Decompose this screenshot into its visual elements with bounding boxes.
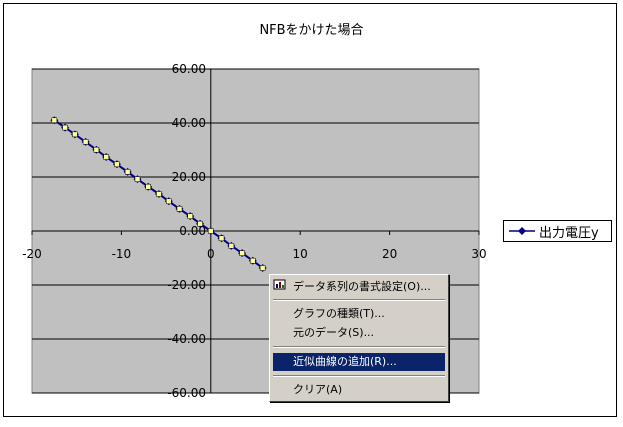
- chart-title[interactable]: NFBをかけた場合: [259, 23, 364, 38]
- x-tick-label: -10: [112, 247, 132, 261]
- selection-handle: [114, 161, 120, 168]
- menu-item-clear[interactable]: クリア(A): [293, 383, 343, 396]
- menu-separator: [273, 299, 445, 301]
- y-tick-label: 40.00: [172, 116, 206, 130]
- selection-handle: [134, 176, 141, 182]
- x-tick-label: 30: [471, 247, 486, 261]
- x-tick-label: -20: [22, 247, 42, 261]
- selection-handle: [166, 198, 172, 205]
- x-tick-label: 20: [382, 247, 397, 261]
- y-tick-label: -60.00: [167, 386, 206, 400]
- y-tick-label: -40.00: [167, 332, 206, 346]
- y-tick-label: 60.00: [172, 62, 206, 76]
- selection-handle: [51, 117, 58, 124]
- selection-handle: [145, 183, 151, 190]
- format-series-icon: [273, 279, 286, 290]
- y-tick-label: 20.00: [172, 170, 206, 184]
- x-tick-label: 0: [207, 247, 215, 261]
- selection-handle: [82, 139, 89, 145]
- menu-item-source-data[interactable]: 元のデータ(S)...: [293, 326, 375, 339]
- selection-handle: [250, 257, 256, 264]
- x-tick-label: 10: [293, 247, 308, 261]
- selection-handle: [218, 235, 225, 242]
- y-tick-label: -20.00: [167, 278, 206, 292]
- selection-handle: [176, 206, 183, 212]
- selection-handle: [156, 191, 162, 197]
- selection-handle: [187, 213, 193, 219]
- legend-label: 出力電圧y: [539, 225, 599, 241]
- selection-handle: [208, 228, 214, 234]
- menu-item-chart-type[interactable]: グラフの種類(T)...: [293, 307, 385, 320]
- selection-handle: [259, 265, 266, 271]
- menu-item-add-trendline[interactable]: 近似曲線の追加(R)...: [273, 353, 445, 371]
- menu-separator: [273, 346, 445, 348]
- selection-handle: [124, 169, 131, 175]
- menu-item-format-series[interactable]: データ系列の書式設定(O)...: [293, 280, 431, 293]
- selection-handle: [62, 124, 68, 131]
- selection-handle: [239, 250, 245, 256]
- legend[interactable]: 出力電圧y: [503, 220, 612, 242]
- legend-key-marker: [509, 227, 535, 235]
- selection-handle: [72, 131, 78, 138]
- context-menu: データ系列の書式設定(O)... グラフの種類(T)... 元のデータ(S)..…: [269, 274, 449, 402]
- menu-separator: [273, 375, 445, 377]
- selection-handle: [228, 243, 235, 249]
- selection-handle: [93, 146, 100, 153]
- selection-handle: [103, 154, 109, 160]
- selection-handle: [197, 220, 203, 227]
